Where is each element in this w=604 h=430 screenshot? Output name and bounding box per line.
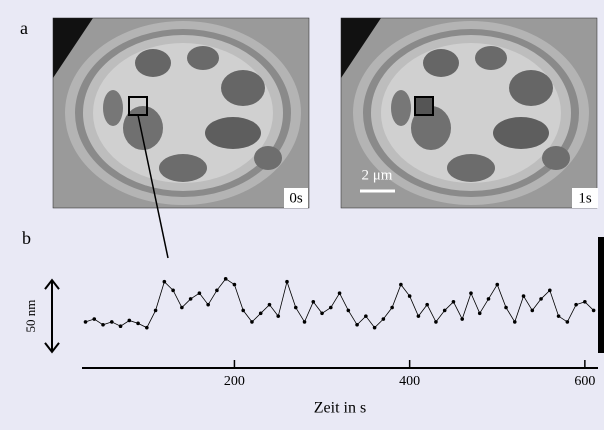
data-point	[390, 305, 394, 310]
data-point	[127, 318, 132, 323]
arrow-head	[44, 342, 60, 354]
data-point	[521, 294, 526, 298]
data-point	[293, 305, 298, 310]
data-point	[477, 311, 482, 316]
x-tick-label: 400	[399, 374, 420, 389]
data-point	[206, 302, 210, 307]
data-point	[495, 282, 500, 287]
data-point	[574, 302, 578, 307]
data-point	[320, 311, 324, 316]
data-point	[442, 308, 447, 313]
edge-bar	[598, 237, 604, 353]
data-point	[285, 279, 289, 284]
roi-box	[414, 96, 434, 116]
data-point	[346, 308, 351, 313]
x-axis-label: Zeit in s	[314, 400, 366, 417]
data-point	[232, 282, 237, 287]
panel-label: a	[20, 18, 28, 38]
data-point	[311, 300, 316, 304]
scale-bar-label: 2 μm	[362, 167, 393, 183]
data-point	[145, 325, 149, 330]
data-point	[504, 305, 508, 310]
data-point	[241, 308, 245, 313]
data-point	[451, 300, 456, 304]
data-point	[512, 320, 517, 324]
data-point	[250, 320, 254, 324]
data-point	[83, 320, 88, 324]
data-point	[136, 321, 140, 326]
data-point	[337, 291, 342, 295]
data-point	[364, 314, 368, 318]
data-point	[153, 308, 158, 313]
data-point	[92, 317, 97, 321]
data-point	[372, 325, 377, 330]
data-point	[355, 322, 359, 327]
data-point	[530, 308, 535, 313]
data-point	[197, 291, 202, 295]
data-point	[399, 282, 403, 287]
data-point	[460, 317, 465, 321]
x-tick-label: 200	[224, 374, 245, 389]
time-label: 1s	[578, 190, 592, 206]
data-point	[109, 320, 114, 324]
data-point	[223, 277, 228, 281]
data-point	[407, 294, 412, 298]
data-point	[162, 279, 167, 284]
data-point	[548, 288, 552, 293]
panel-label: b	[22, 228, 31, 248]
data-point	[486, 297, 491, 301]
arrow-head	[44, 278, 60, 290]
data-point	[416, 314, 421, 318]
x-tick-label: 600	[574, 374, 595, 389]
data-point	[276, 314, 281, 318]
data-point	[565, 320, 570, 324]
data-point	[381, 317, 386, 321]
data-point	[258, 311, 263, 316]
microscope-image	[52, 17, 310, 209]
data-point	[188, 297, 193, 301]
data-point	[583, 300, 587, 304]
data-point	[302, 320, 307, 324]
data-point	[556, 314, 561, 318]
time-label: 0s	[289, 190, 303, 206]
data-point	[591, 308, 596, 313]
data-point	[469, 291, 473, 295]
scale-bar-label: 50 nm	[23, 300, 38, 333]
data-point	[539, 297, 543, 301]
time-label-box	[284, 188, 308, 208]
data-point	[118, 324, 123, 329]
time-label-box	[572, 188, 598, 208]
data-point	[434, 320, 438, 324]
data-point	[180, 305, 184, 310]
roi-connector	[137, 114, 169, 259]
data-point	[171, 288, 175, 293]
data-point	[101, 322, 105, 327]
data-point	[267, 302, 272, 307]
data-point	[215, 288, 219, 293]
data-point	[425, 302, 429, 307]
data-point	[329, 305, 333, 310]
